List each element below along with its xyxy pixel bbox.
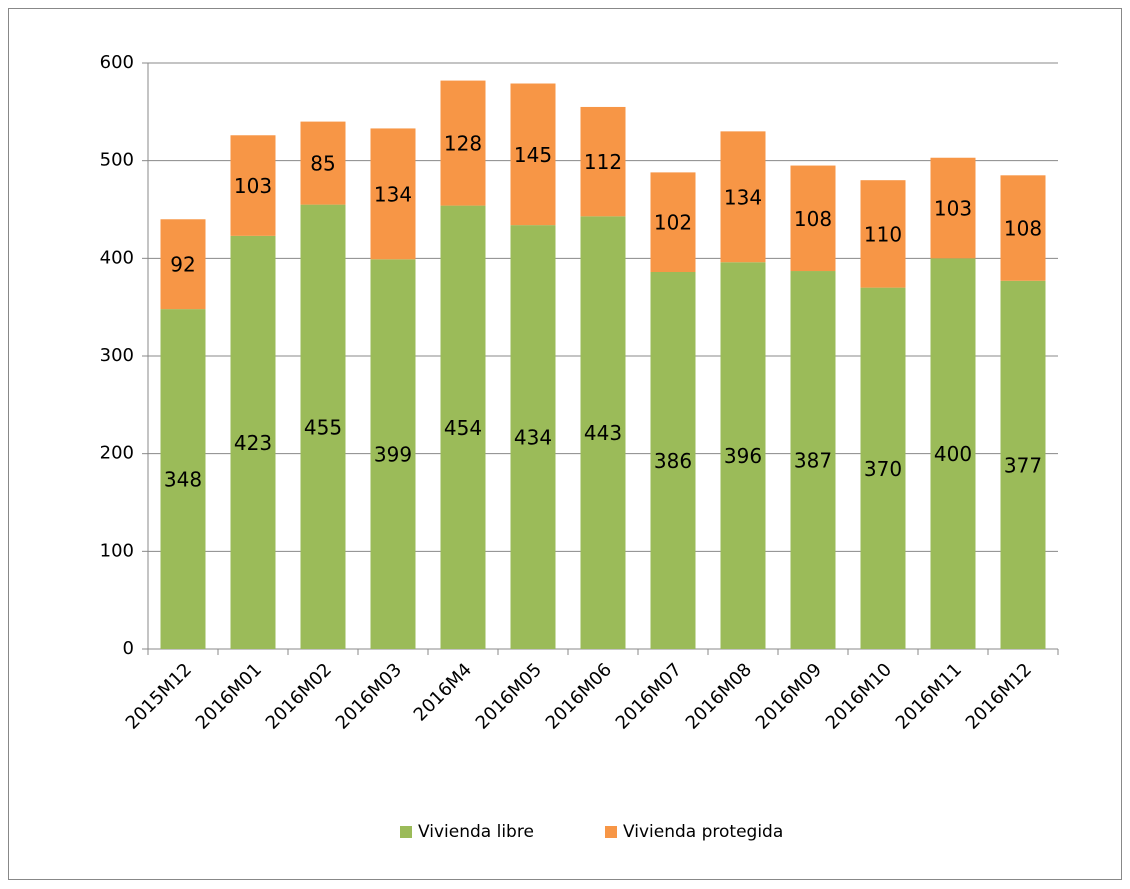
bar [160, 309, 206, 649]
data-label: 92 [170, 253, 195, 277]
data-label: 145 [514, 143, 552, 167]
data-label: 434 [514, 426, 552, 450]
data-label: 454 [444, 416, 482, 440]
legend-label: Vivienda protegida [623, 822, 783, 842]
bar [510, 225, 556, 650]
legend-label: Vivienda libre [418, 822, 534, 842]
bar [650, 272, 696, 649]
data-label: 443 [584, 421, 622, 445]
data-label: 134 [374, 182, 412, 206]
bar [1000, 175, 1046, 281]
bar [790, 165, 836, 272]
bar [370, 128, 416, 260]
data-label: 370 [864, 457, 902, 481]
bar [860, 287, 906, 649]
y-tick-label: 400 [100, 247, 134, 268]
bar [510, 83, 556, 226]
bar [930, 258, 976, 649]
bar [440, 80, 486, 206]
data-label: 396 [724, 444, 762, 468]
bar [230, 235, 276, 649]
data-label: 455 [304, 415, 342, 439]
bar [790, 271, 836, 649]
data-label: 387 [794, 449, 832, 473]
bar [370, 259, 416, 649]
bar [860, 180, 906, 288]
data-label: 377 [1004, 453, 1042, 477]
bar [300, 121, 346, 205]
data-label: 110 [864, 222, 902, 246]
data-label: 102 [654, 211, 692, 235]
data-label: 128 [444, 132, 482, 156]
bar [650, 172, 696, 273]
y-tick-label: 500 [100, 150, 134, 171]
data-label: 103 [934, 197, 972, 221]
data-label: 399 [374, 443, 412, 467]
data-label: 112 [584, 150, 622, 174]
bar [720, 262, 766, 649]
bar [440, 205, 486, 650]
y-tick-label: 300 [100, 345, 134, 366]
data-label: 108 [794, 207, 832, 231]
bar [580, 106, 626, 217]
data-label: 85 [310, 152, 335, 176]
data-label: 400 [934, 442, 972, 466]
legend-swatch [605, 826, 617, 838]
bar [230, 135, 276, 236]
legend-swatch [400, 826, 412, 838]
data-label: 103 [234, 174, 272, 198]
bar [930, 157, 976, 259]
y-tick-label: 0 [123, 638, 134, 659]
bar [720, 131, 766, 263]
y-tick-label: 100 [100, 540, 134, 561]
data-label: 423 [234, 431, 272, 455]
data-label: 348 [164, 468, 202, 492]
bar [1000, 280, 1046, 649]
bar [580, 216, 626, 649]
data-label: 134 [724, 185, 762, 209]
data-label: 108 [1004, 217, 1042, 241]
bar [300, 204, 346, 649]
y-tick-label: 600 [100, 52, 134, 73]
bar [160, 219, 206, 310]
y-tick-label: 200 [100, 443, 134, 464]
data-label: 386 [654, 449, 692, 473]
